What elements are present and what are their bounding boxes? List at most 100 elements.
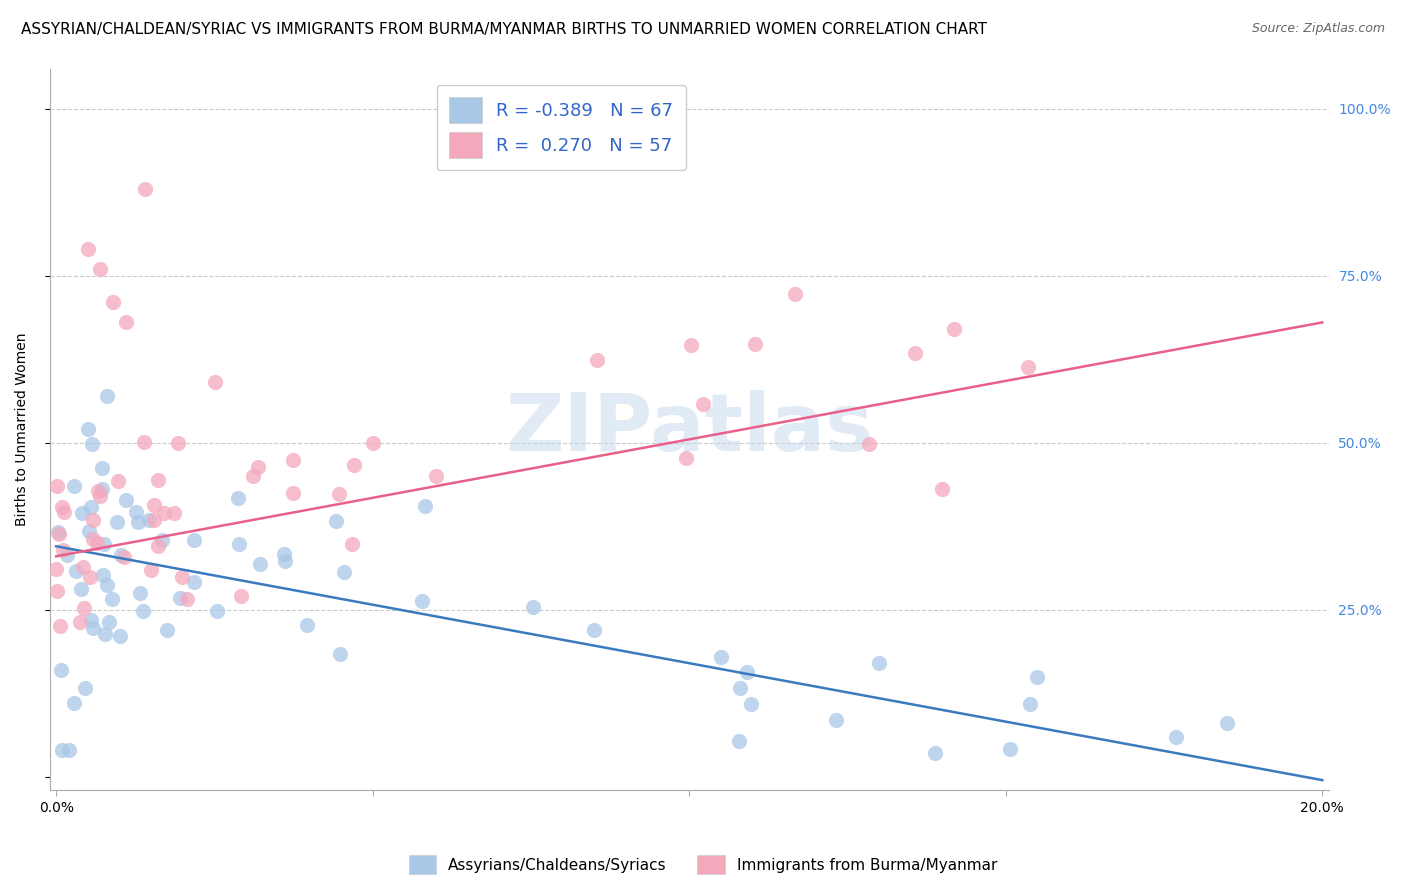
Point: [858, 437, 880, 451]
Point: [1017, 359, 1039, 374]
Point: [142, 513, 165, 527]
Point: [51, 664, 73, 678]
Point: [727, 734, 749, 748]
Point: [93, 536, 115, 550]
Point: [70, 506, 93, 520]
Point: [343, 458, 366, 472]
Point: [72, 560, 94, 574]
Point: [183, 533, 205, 547]
Point: [413, 499, 436, 513]
Point: [51, 743, 73, 757]
Point: [90, 460, 112, 475]
Point: [692, 397, 714, 411]
Point: [176, 592, 198, 607]
Point: [107, 474, 129, 488]
Point: [730, 681, 752, 695]
Point: [328, 486, 350, 500]
Point: [242, 469, 264, 483]
Point: [56, 548, 79, 562]
Point: [114, 315, 136, 329]
Point: [134, 435, 156, 450]
Point: [247, 460, 270, 475]
Legend: R = -0.389   N = 67, R =  0.270   N = 57: R = -0.389 N = 67, R = 0.270 N = 57: [437, 85, 686, 170]
Point: [273, 547, 295, 561]
Point: [48, 527, 70, 541]
Point: [425, 469, 447, 483]
Point: [112, 550, 135, 565]
Point: [134, 182, 156, 196]
Point: [942, 321, 965, 335]
Point: [51, 500, 73, 514]
Point: [166, 436, 188, 450]
Y-axis label: Births to Unmarried Women: Births to Unmarried Women: [15, 333, 30, 526]
Point: [45, 562, 67, 576]
Point: [97, 615, 120, 629]
Point: [295, 617, 318, 632]
Point: [924, 746, 946, 760]
Point: [80, 613, 103, 627]
Point: [125, 505, 148, 519]
Point: [735, 665, 758, 679]
Text: ASSYRIAN/CHALDEAN/SYRIAC VS IMMIGRANTS FROM BURMA/MYANMAR BIRTHS TO UNMARRIED WO: ASSYRIAN/CHALDEAN/SYRIAC VS IMMIGRANTS F…: [21, 22, 987, 37]
Point: [87, 483, 110, 498]
Point: [96, 577, 118, 591]
Point: [46, 479, 69, 493]
Point: [333, 565, 356, 579]
Point: [79, 570, 101, 584]
Point: [82, 513, 104, 527]
Point: [108, 629, 131, 643]
Point: [101, 295, 124, 310]
Point: [868, 656, 890, 670]
Point: [69, 615, 91, 629]
Point: [146, 539, 169, 553]
Point: [583, 623, 606, 637]
Point: [91, 482, 114, 496]
Point: [80, 437, 103, 451]
Point: [73, 600, 96, 615]
Point: [156, 623, 179, 637]
Point: [1216, 716, 1239, 731]
Point: [783, 287, 806, 301]
Point: [522, 599, 544, 614]
Point: [138, 513, 160, 527]
Point: [169, 591, 191, 606]
Point: [340, 537, 363, 551]
Point: [129, 586, 152, 600]
Point: [1018, 698, 1040, 712]
Point: [679, 338, 702, 352]
Point: [94, 627, 117, 641]
Point: [105, 515, 128, 529]
Point: [153, 506, 176, 520]
Point: [931, 483, 953, 497]
Point: [63, 696, 86, 710]
Point: [283, 485, 305, 500]
Point: [52, 505, 75, 519]
Point: [744, 337, 766, 351]
Point: [62, 479, 84, 493]
Point: [77, 524, 100, 538]
Point: [69, 582, 91, 596]
Point: [82, 621, 104, 635]
Point: [80, 500, 103, 515]
Point: [139, 563, 162, 577]
Legend: Assyrians/Chaldeans/Syriacs, Immigrants from Burma/Myanmar: Assyrians/Chaldeans/Syriacs, Immigrants …: [402, 849, 1004, 880]
Point: [274, 554, 297, 568]
Point: [115, 493, 138, 508]
Point: [146, 473, 169, 487]
Text: Source: ZipAtlas.com: Source: ZipAtlas.com: [1251, 22, 1385, 36]
Point: [48, 619, 70, 633]
Point: [411, 594, 433, 608]
Point: [228, 491, 250, 506]
Point: [96, 389, 118, 403]
Point: [89, 262, 111, 277]
Point: [51, 542, 73, 557]
Point: [170, 569, 193, 583]
Point: [249, 557, 271, 571]
Point: [1164, 731, 1187, 745]
Point: [325, 514, 347, 528]
Point: [91, 567, 114, 582]
Point: [229, 589, 252, 603]
Point: [586, 352, 609, 367]
Point: [76, 242, 98, 256]
Point: [207, 604, 229, 618]
